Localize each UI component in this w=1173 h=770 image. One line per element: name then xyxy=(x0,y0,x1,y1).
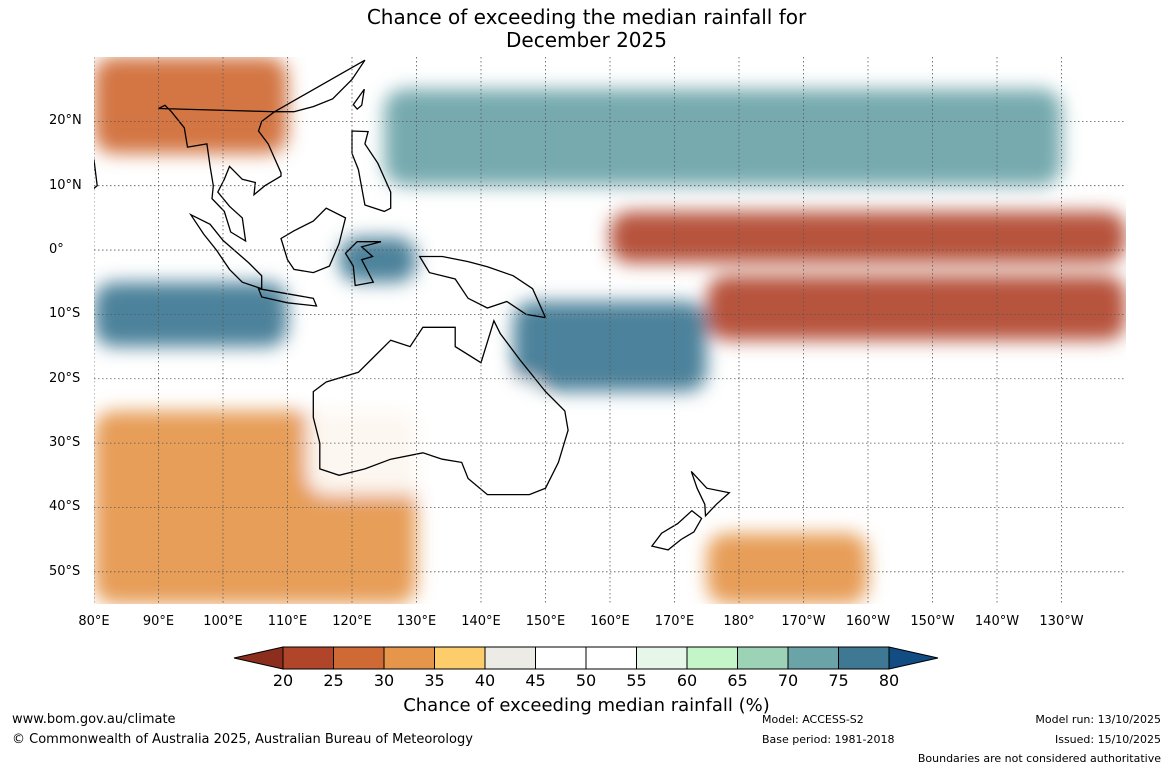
model-name: Model: ACCESS-S2 xyxy=(762,713,864,726)
longitude-label: 160°E xyxy=(590,614,630,629)
colorbar-segment xyxy=(686,646,738,670)
longitude-label: 140°W xyxy=(974,614,1020,629)
colorbar-segment xyxy=(282,646,334,670)
latitude-label: 20°N xyxy=(49,113,82,129)
latitude-label: 30°S xyxy=(49,435,81,451)
colorbar-tick-label: 30 xyxy=(373,671,395,690)
new-guinea-coastline xyxy=(418,255,547,319)
colorbar-tick-label: 65 xyxy=(727,671,748,690)
colorbar-segment xyxy=(838,646,890,670)
philippines-coastline xyxy=(351,130,392,213)
india-coastline xyxy=(94,159,98,190)
new-zealand-south-coastline xyxy=(650,509,703,551)
region-5 xyxy=(384,89,1062,186)
colorbar-tick-label: 25 xyxy=(323,671,344,690)
longitude-label: 100°E xyxy=(203,614,243,629)
longitude-label: 80°E xyxy=(78,614,110,629)
colorbar-tick-label: 50 xyxy=(575,671,597,690)
colorbar-segment xyxy=(383,646,435,670)
longitude-label: 170°W xyxy=(781,614,826,629)
copyright-text: © Commonwealth of Australia 2025, Austra… xyxy=(12,732,473,747)
longitude-label: 110°E xyxy=(267,614,308,629)
latitude-label: 40°S xyxy=(49,499,81,515)
map-canvas xyxy=(94,57,1126,604)
latitude-label: 0° xyxy=(49,242,64,258)
website-link[interactable]: www.bom.gov.au/climate xyxy=(12,712,176,727)
longitude-label: 180° xyxy=(723,614,755,629)
colorbar-tick-label: 60 xyxy=(676,671,698,690)
colorbar-segment xyxy=(484,646,536,670)
latitude-label: 10°N xyxy=(49,177,82,193)
issued-date: Issued: 15/10/2025 xyxy=(1054,733,1161,746)
southeast-asia-coastline xyxy=(158,104,282,243)
colorbar-segment xyxy=(333,646,385,670)
longitude-label: 160°W xyxy=(845,614,891,629)
longitude-label: 140°E xyxy=(461,614,501,629)
longitude-label: 90°E xyxy=(142,614,175,629)
region-9 xyxy=(306,378,546,495)
colorbar-tick-label: 70 xyxy=(777,671,799,690)
colorbar-tick-label: 45 xyxy=(525,671,546,690)
region-3 xyxy=(339,237,417,283)
colorbar-segment xyxy=(535,646,587,670)
colorbar-tick-label: 20 xyxy=(272,671,294,690)
longitude-label: 130°W xyxy=(1039,614,1084,629)
colorbar-tick-label: 40 xyxy=(474,671,496,690)
region-6 xyxy=(94,57,288,154)
australia-coastline xyxy=(312,319,569,496)
colorbar xyxy=(233,646,939,670)
borneo-coastline xyxy=(280,207,347,274)
colorbar-tick-label: 35 xyxy=(424,671,445,690)
probability-field xyxy=(94,57,1126,604)
region-1 xyxy=(706,275,1126,341)
colorbar-tick-label: 55 xyxy=(626,671,647,690)
model-run-date: Model run: 13/10/2025 xyxy=(1035,713,1161,726)
latitude-label: 50°S xyxy=(49,563,81,579)
colorbar-tick-label: 75 xyxy=(828,671,849,690)
longitude-label: 150°E xyxy=(525,614,566,629)
colorbar-segment xyxy=(434,646,486,670)
china-coastline xyxy=(272,59,366,113)
latitude-label: 10°S xyxy=(49,306,81,322)
longitude-label: 130°E xyxy=(396,614,437,629)
taiwan-coastline xyxy=(352,88,365,111)
colorbar-tick-label: 80 xyxy=(878,671,900,690)
colorbar-over-arrow xyxy=(888,646,939,670)
longitude-label: 150°W xyxy=(910,614,955,629)
colorbar-segment xyxy=(737,646,789,670)
longitude-label: 120°E xyxy=(332,614,372,629)
colorbar-segment xyxy=(636,646,688,670)
colorbar-under-arrow xyxy=(233,646,284,670)
region-2 xyxy=(513,301,707,392)
chart-title-line1: Chance of exceeding the median rainfall … xyxy=(366,5,807,29)
sulawesi-coastline xyxy=(344,241,382,287)
region-8 xyxy=(706,533,868,604)
colorbar-segment xyxy=(787,646,839,670)
latitude-label: 20°S xyxy=(49,370,81,386)
new-zealand-north-coastline xyxy=(690,470,731,518)
base-period: Base period: 1981-2018 xyxy=(762,733,895,746)
colorbar-segment xyxy=(585,646,637,670)
forecast-map xyxy=(94,57,1126,604)
boundary-disclaimer: Boundaries are not considered authoritat… xyxy=(917,752,1161,765)
chart-title-line2: December 2025 xyxy=(506,28,667,52)
longitude-label: 170°E xyxy=(654,614,695,629)
colorbar-label: Chance of exceeding median rainfall (%) xyxy=(403,695,770,716)
